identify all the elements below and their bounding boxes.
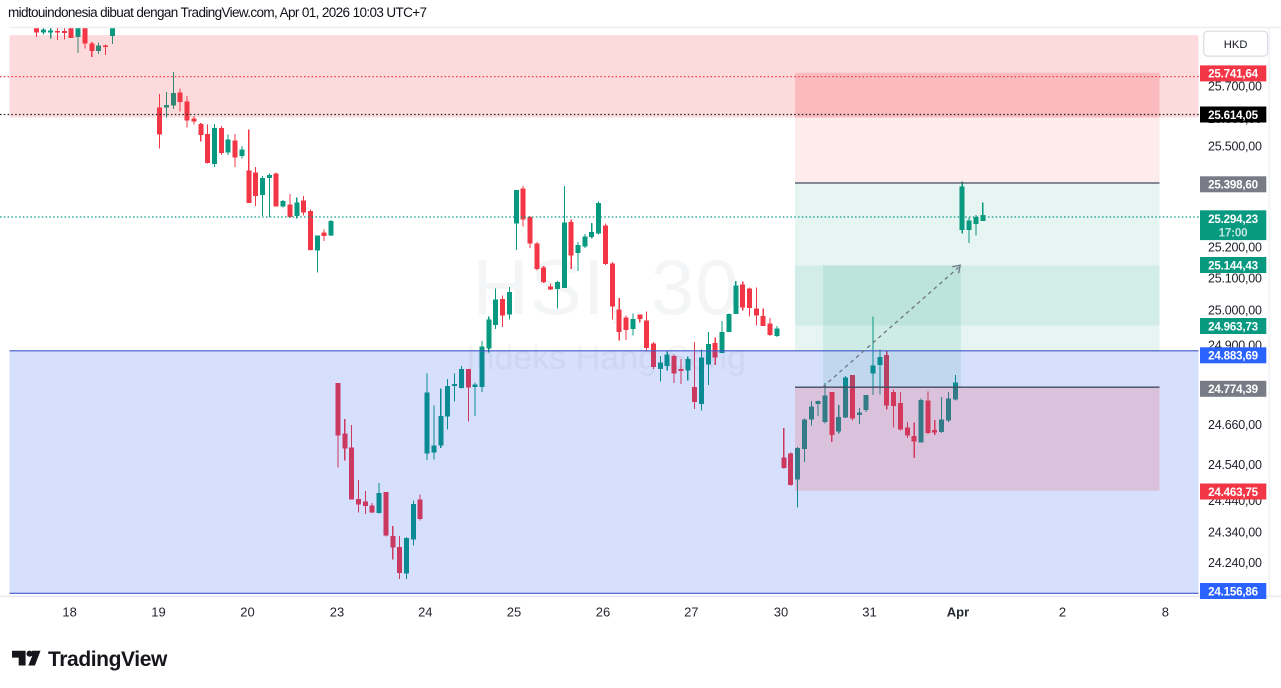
svg-text:20: 20 [240,605,254,620]
svg-text:8: 8 [1162,605,1169,620]
svg-text:24.963,73: 24.963,73 [1208,320,1259,333]
svg-text:19: 19 [151,605,165,620]
svg-text:24.883,69: 24.883,69 [1208,350,1259,363]
svg-text:25: 25 [507,605,521,620]
svg-text:25.741,64: 25.741,64 [1208,68,1259,81]
svg-text:25.294,23: 25.294,23 [1208,213,1259,226]
svg-text:25.100,00: 25.100,00 [1208,272,1262,286]
svg-text:17:00: 17:00 [1219,226,1248,239]
svg-text:24.463,75: 24.463,75 [1208,486,1259,499]
svg-text:2: 2 [1059,605,1066,620]
svg-text:27: 27 [684,605,698,620]
svg-text:25.144,43: 25.144,43 [1208,259,1259,272]
svg-text:25.500,00: 25.500,00 [1208,140,1262,154]
svg-text:25.700,00: 25.700,00 [1208,80,1262,94]
svg-text:24: 24 [418,605,432,620]
svg-text:25.614,05: 25.614,05 [1208,109,1259,122]
svg-text:24.540,00: 24.540,00 [1208,458,1262,472]
svg-text:25.000,00: 25.000,00 [1208,304,1262,318]
svg-text:24.340,00: 24.340,00 [1208,525,1262,539]
svg-text:HKD: HKD [1224,39,1248,51]
svg-text:TradingView: TradingView [48,648,168,671]
svg-text:30: 30 [774,605,788,620]
svg-text:18: 18 [62,605,76,620]
svg-text:24.156,86: 24.156,86 [1208,585,1259,598]
svg-text:25.398,60: 25.398,60 [1208,179,1258,192]
svg-text:25.200,00: 25.200,00 [1208,241,1262,255]
svg-text:24.240,00: 24.240,00 [1208,556,1262,570]
svg-text:24.774,39: 24.774,39 [1208,383,1259,396]
svg-text:Apr: Apr [947,605,969,620]
svg-text:23: 23 [330,605,344,620]
svg-text:31: 31 [862,605,876,620]
svg-text:24.660,00: 24.660,00 [1208,418,1262,432]
svg-text:26: 26 [596,605,610,620]
